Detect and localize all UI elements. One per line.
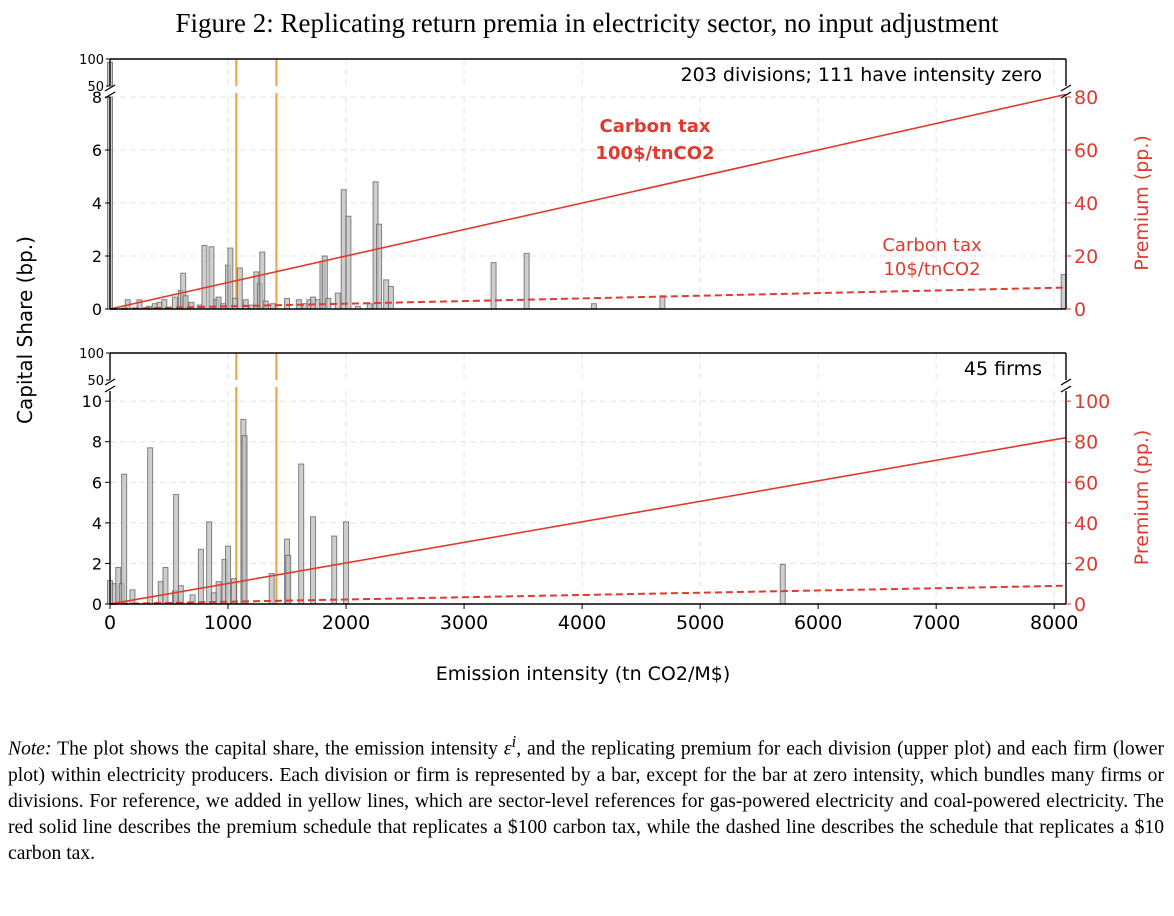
lower-axis-break <box>1060 378 1072 386</box>
upper-premium-tick-label: 20 <box>1074 246 1098 268</box>
lower-y-tick-label: 2 <box>92 554 102 573</box>
x-tick-label: 1000 <box>204 612 252 634</box>
lower-premium-tick-label: 60 <box>1074 472 1098 494</box>
upper-premium-line-solid <box>109 93 1067 310</box>
upper-bar <box>659 295 666 310</box>
lower-premium-line-dashed <box>109 584 1067 605</box>
lower-premium-tick-label: 80 <box>1074 432 1098 454</box>
lower-axis-break <box>104 385 116 393</box>
lower-y-tick-label: 10 <box>82 392 102 411</box>
upper-bar <box>590 303 597 310</box>
upper-bar <box>269 303 276 310</box>
upper-premium-line-dashed <box>109 286 1067 310</box>
upper-premium-axis-label: Premium (pp.) <box>1131 135 1153 271</box>
upper-premium-tick-label: 40 <box>1074 193 1098 215</box>
lower-premium-tick-label: 20 <box>1074 553 1098 575</box>
upper-bar <box>523 252 530 310</box>
lower-y-break-tick-label: 100 <box>79 347 104 362</box>
x-tick-label: 6000 <box>794 612 842 634</box>
lower-axis-break <box>104 378 116 386</box>
upper-premium-label: 100$/tnCO2 <box>595 143 714 164</box>
x-axis-label: Emission intensity (tn CO2/M$) <box>436 663 731 685</box>
x-tick-label: 4000 <box>558 612 606 634</box>
lower-y-tick-label: 8 <box>92 433 102 452</box>
upper-y-tick-label: 2 <box>92 247 102 266</box>
upper-y-break-tick-label: 50 <box>87 80 104 95</box>
x-tick-label: 2000 <box>322 612 370 634</box>
upper-y-tick-label: 8 <box>92 88 102 107</box>
upper-premium-label: Carbon tax <box>882 235 982 256</box>
lower-premium-tick-label: 40 <box>1074 513 1098 535</box>
lower-premium-line-solid <box>109 436 1067 605</box>
figure-title: Figure 2: Replicating return premia in e… <box>175 8 999 38</box>
note-text-start: The plot shows the capital share, the em… <box>51 738 504 760</box>
upper-premium-label: Carbon tax <box>600 116 711 137</box>
lower-panel-annotation: 45 firms <box>964 358 1042 380</box>
lower-y-tick-label: 0 <box>92 595 102 614</box>
lower-bar <box>331 535 338 605</box>
upper-bar <box>242 299 249 310</box>
upper-premium-tick-label: 80 <box>1074 87 1098 109</box>
upper-bar <box>259 251 266 310</box>
lower-premium-tick-label: 0 <box>1074 594 1086 616</box>
upper-premium-tick-label: 0 <box>1074 299 1086 321</box>
x-tick-label: 0 <box>104 612 116 634</box>
lower-bar <box>197 548 204 605</box>
upper-premium-tick-label: 60 <box>1074 140 1098 162</box>
upper-bar <box>334 292 341 310</box>
upper-premium-label: 10$/tnCO2 <box>883 259 980 280</box>
upper-bar <box>366 303 373 310</box>
lower-y-tick-label: 6 <box>92 473 102 492</box>
lower-bar <box>129 589 136 605</box>
lower-y-tick-label: 4 <box>92 514 102 533</box>
figure-chart: Carbon tax 100$/tnCO2 Carbon tax 10$/tnCO2 2… <box>13 53 1153 685</box>
note-epsilon-superscript: i <box>511 732 517 751</box>
lower-axis-break <box>1060 385 1072 393</box>
lower-bar <box>206 521 213 605</box>
upper-bar <box>345 215 352 310</box>
upper-bar <box>376 223 383 310</box>
lower-premium-axis-label: Premium (pp.) <box>1131 430 1153 566</box>
upper-bar <box>201 244 208 310</box>
x-tick-label: 5000 <box>676 612 724 634</box>
x-tick-label: 3000 <box>440 612 488 634</box>
upper-bar <box>236 267 243 310</box>
upper-y-tick-label: 6 <box>92 141 102 160</box>
upper-panel-annotation: 203 divisions; 111 have intensity zero <box>681 64 1042 86</box>
x-tick-label: 7000 <box>912 612 960 634</box>
upper-axis-break <box>1060 91 1072 99</box>
y-axis-label: Capital Share (bp.) <box>13 236 37 424</box>
lower-premium-tick-label: 100 <box>1074 391 1110 413</box>
lower-bar <box>268 573 275 605</box>
upper-bar <box>284 297 291 310</box>
upper-y-tick-label: 0 <box>92 300 102 319</box>
upper-axis-break <box>1060 84 1072 92</box>
upper-bar <box>387 285 394 310</box>
lower-bar <box>162 566 169 605</box>
figure-note: Note: The plot shows the capital share, … <box>8 729 1164 867</box>
note-text-end: , and the replicating premium for each d… <box>8 738 1164 864</box>
lower-bar <box>241 435 248 605</box>
note-label: Note: <box>8 738 52 760</box>
upper-bar <box>490 262 497 310</box>
lower-bar <box>779 563 786 605</box>
lower-bar <box>285 554 292 605</box>
lower-bar <box>147 447 154 605</box>
upper-y-break-tick-label: 100 <box>79 53 104 68</box>
lower-bar <box>310 516 317 605</box>
upper-y-tick-label: 4 <box>92 194 102 213</box>
x-tick-label: 8000 <box>1030 612 1078 634</box>
lower-bar <box>177 585 184 605</box>
lower-bar <box>298 463 305 605</box>
lower-y-break-tick-label: 50 <box>87 374 104 389</box>
lower-bar <box>121 473 128 605</box>
lower-bar <box>225 545 232 605</box>
note-epsilon: ε <box>503 738 512 760</box>
upper-axis-break <box>104 84 116 92</box>
